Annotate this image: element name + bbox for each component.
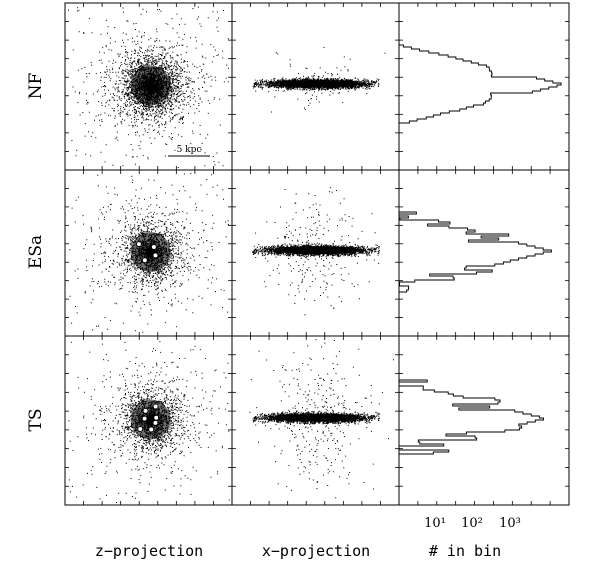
z-projection-clump-ts-4	[141, 415, 148, 422]
panel-x-nf-ticks	[232, 3, 399, 170]
row-label-nf: NF	[26, 72, 46, 99]
scale-bar-label: 5 kpc	[177, 145, 202, 155]
z-projection-clump-esa-2	[142, 257, 148, 264]
panel-x-ts-ticks	[232, 336, 399, 505]
panel-hist-ts-ticks	[399, 336, 569, 505]
z-projection-clump-ts-6	[152, 403, 159, 410]
z-projection-core-ts	[130, 399, 171, 440]
x-projection-disk-esa	[272, 246, 361, 254]
hist-tick-label-1: 10¹	[424, 516, 446, 531]
z-projection-clump-ts-2	[148, 426, 155, 433]
histogram-line-nf	[398, 5, 562, 169]
hist-tick-label-3: 10³	[499, 516, 521, 531]
panel-z-ts-ticks	[65, 336, 232, 505]
column-label-z-projection: z−projection	[95, 542, 203, 560]
histogram-line-esa	[398, 172, 552, 336]
hist-tick-label-2: 10²	[461, 516, 483, 531]
panel-hist-ts	[398, 335, 570, 506]
panel-z-esa-ticks	[65, 170, 232, 336]
z-projection-clump-esa-4	[151, 244, 157, 250]
z-projection-clump-ts-3	[137, 426, 144, 432]
x-projection-disk-nf	[272, 79, 361, 88]
z-projection-clump-esa-3	[136, 241, 142, 247]
panel-hist-esa-ticks	[399, 170, 569, 336]
column-label-histogram: # in bin	[429, 542, 501, 560]
z-projection-core-nf	[130, 65, 171, 106]
z-projection-clump-ts-5	[142, 408, 149, 414]
histogram-line-ts	[398, 338, 544, 504]
x-projection-disk-ts	[272, 413, 361, 422]
panel-hist-nf-ticks	[399, 3, 569, 170]
panel-z-nf-ticks	[65, 3, 232, 170]
panel-grid	[64, 2, 570, 506]
x-projection-points-nf	[252, 47, 386, 113]
column-label-x-projection: x−projection	[262, 542, 370, 560]
panel-hist-nf	[398, 2, 570, 171]
z-projection-clump-ts-7	[153, 414, 160, 421]
z-projection-clump-ts-1	[152, 420, 159, 426]
panel-x-esa-ticks	[232, 170, 399, 336]
row-label-esa: ESa	[26, 235, 46, 269]
z-projection-core-esa	[130, 232, 171, 272]
row-label-ts: TS	[26, 409, 46, 432]
z-projection-clump-esa-1	[152, 252, 159, 259]
